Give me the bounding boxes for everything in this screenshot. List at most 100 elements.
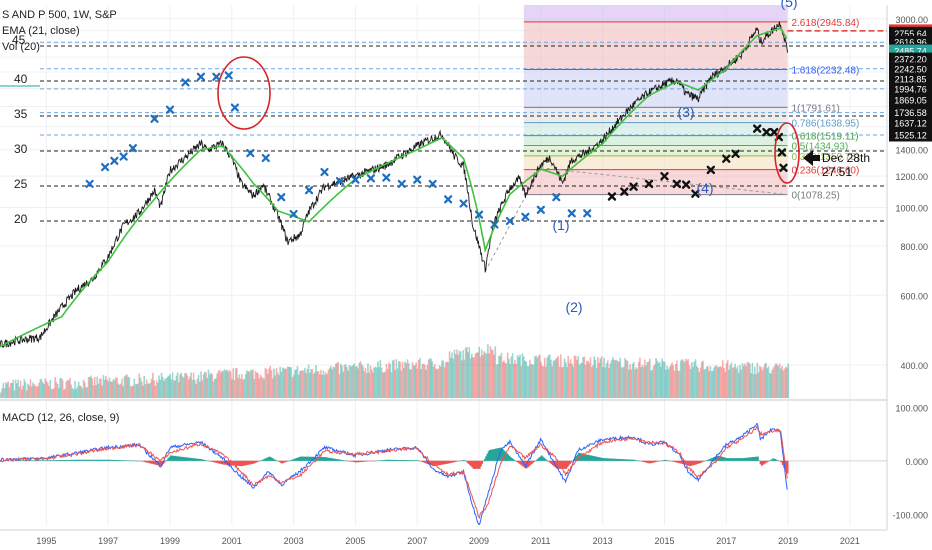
volume-bar [490,349,493,398]
macd-histogram-bar [642,460,644,462]
volume-bar [696,366,698,398]
macd-histogram-bar [728,458,731,461]
fib-level-label: 0.236(1246.60) [791,166,859,177]
macd-histogram-bar [461,460,464,461]
fib-zone [523,122,788,136]
volume-bar [441,360,443,398]
y-tick-label: 400.00 [900,361,928,371]
volume-bar [761,370,764,398]
macd-histogram-bar [276,460,278,462]
macd-histogram-bar [82,459,84,461]
volume-bar [390,372,393,398]
macd-histogram-bar [420,460,423,462]
macd-histogram-bar [553,460,555,467]
pe-marker-black [706,165,716,175]
volume-bar [164,378,167,398]
volume-bar [500,352,503,398]
volume-bar [231,379,233,398]
volume-bar [598,362,600,398]
macd-histogram-bar [507,454,510,461]
macd-histogram-bar [380,460,382,461]
macd-histogram-bar [111,459,114,461]
volume-bar [569,359,572,398]
volume-bar [342,371,345,398]
macd-histogram-bar [152,460,155,465]
macd-histogram-bar [690,460,693,466]
volume-bar [275,367,278,398]
macd-histogram-bar [229,460,231,466]
macd-histogram-bar [323,457,325,461]
volume-bar [484,352,487,398]
volume-bar [320,369,322,398]
macd-histogram-bar [591,455,594,461]
macd-histogram-bar [408,460,411,461]
volume-bar [602,367,604,398]
volume-bar [79,385,81,398]
macd-histogram-bar [42,460,45,461]
macd-histogram-bar [696,460,699,465]
volume-bar [475,352,478,398]
macd-histogram-bar [88,459,90,461]
volume-bar [571,363,573,398]
pe-marker-black [752,124,762,133]
macd-histogram-bar [83,459,86,461]
macd-histogram-bar [240,460,243,467]
macd-histogram-bar [440,460,443,465]
macd-histogram-bar [383,459,386,461]
volume-bar [21,389,23,398]
macd-histogram-bar [270,457,272,461]
volume-bar [448,351,451,398]
macd-histogram-bar [331,458,334,461]
macd-histogram-bar [181,456,183,461]
y-tick-label: 3000.00 [895,15,928,25]
volume-bar [232,368,235,398]
macd-histogram-bar [666,460,669,461]
volume-bar [651,369,654,398]
volume-bar [551,366,553,398]
macd-histogram-bar [476,460,479,469]
volume-bar [91,378,94,398]
macd-histogram-bar [129,460,131,461]
macd-histogram-bar [134,460,136,462]
macd-histogram-bar [768,460,770,462]
macd-histogram-bar [370,460,372,462]
macd-histogram-bar [619,459,622,461]
macd-histogram-bar [616,458,618,461]
volume-bar [66,379,69,398]
volume-bar [147,383,149,398]
volume-bar [171,372,174,398]
volume-bar [380,367,383,398]
macd-histogram-bar [305,456,308,461]
volume-bar [161,376,164,398]
macd-histogram-bar [695,460,697,465]
macd-histogram-bar [263,458,266,461]
volume-bar [681,359,683,398]
volume-bar [383,372,385,398]
volume-bar [93,376,96,398]
macd-histogram-bar [772,458,774,461]
macd-histogram-bar [479,460,481,469]
macd-histogram-bar [514,460,517,462]
macd-histogram-bar [369,460,371,462]
volume-bar [760,367,762,398]
volume-bar [341,365,343,398]
volume-bar [536,357,539,398]
volume-bar [97,383,100,398]
macd-tick-label: 100.000 [895,403,928,413]
volume-bar [247,370,249,398]
volume-bar [715,365,718,398]
volume-bar [60,378,63,398]
macd-histogram-bar [601,457,604,461]
volume-bar [348,365,351,398]
volume-bar [39,378,42,398]
macd-histogram-bar [582,453,585,461]
volume-bar [682,360,685,398]
volume-bar [563,358,566,398]
volume-bar [467,352,469,398]
volume-bar [410,369,413,398]
volume-bar [368,372,370,398]
macd-histogram-bar [434,460,437,466]
volume-bar [595,367,598,398]
volume-bar [326,374,328,398]
volume-bar [543,357,546,398]
